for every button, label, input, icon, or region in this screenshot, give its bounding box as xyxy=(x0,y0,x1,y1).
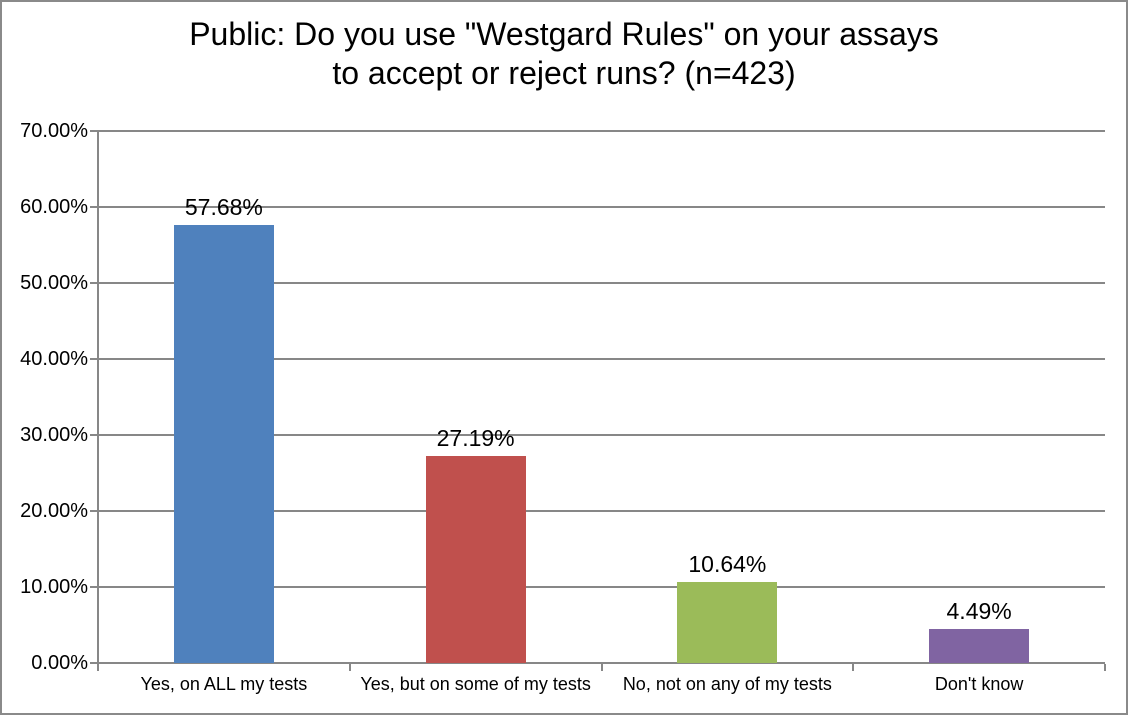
y-axis-tick xyxy=(90,510,98,512)
chart-title: Public: Do you use "Westgard Rules" on y… xyxy=(2,15,1126,93)
x-category-label: Yes, on ALL my tests xyxy=(140,674,308,694)
y-axis-tick xyxy=(90,586,98,588)
y-axis-tick xyxy=(90,434,98,436)
bar-1 xyxy=(173,224,274,663)
y-axis-tick xyxy=(90,206,98,208)
bar-value-label: 4.49% xyxy=(946,597,1012,624)
y-axis-tick-label: 0.00% xyxy=(31,652,88,674)
x-axis-tick xyxy=(852,664,855,671)
y-axis-tick-label: 60.00% xyxy=(20,196,88,218)
bar-value-label: 57.68% xyxy=(184,193,263,220)
y-axis-tick xyxy=(90,358,98,360)
y-gridline xyxy=(98,282,1105,284)
chart-title-line2: to accept or reject runs? (n=423) xyxy=(332,55,796,91)
bar-value-label: 27.19% xyxy=(436,425,515,452)
bar-2 xyxy=(425,456,526,663)
y-gridline xyxy=(98,358,1105,360)
y-gridline xyxy=(98,662,1105,664)
y-axis-tick xyxy=(90,130,98,132)
y-gridline xyxy=(98,130,1105,132)
y-axis-tick-label: 40.00% xyxy=(20,348,88,370)
x-axis-tick xyxy=(1104,664,1106,671)
y-axis-tick-label: 20.00% xyxy=(20,500,88,522)
x-category-label: Don't know xyxy=(934,674,1024,694)
x-axis-tick xyxy=(97,664,99,671)
x-category-label: No, not on any of my tests xyxy=(622,674,832,694)
x-category-label: Yes, but on some of my tests xyxy=(360,674,591,694)
y-axis-tick xyxy=(90,282,98,284)
y-axis-line xyxy=(97,130,99,664)
y-gridline xyxy=(98,586,1105,588)
y-gridline xyxy=(98,434,1105,436)
y-axis-tick-label: 50.00% xyxy=(20,272,88,294)
y-gridline xyxy=(98,510,1105,512)
y-axis-tick-label: 30.00% xyxy=(20,424,88,446)
bar-4 xyxy=(929,628,1030,663)
x-axis-tick xyxy=(600,664,603,671)
y-axis-tick-label: 70.00% xyxy=(20,120,88,142)
chart-title-line1: Public: Do you use "Westgard Rules" on y… xyxy=(189,16,939,52)
bar-3 xyxy=(677,582,778,663)
bar-value-label: 10.64% xyxy=(688,551,767,578)
x-axis-tick xyxy=(348,664,351,671)
y-axis-tick-label: 10.00% xyxy=(20,576,88,598)
y-gridline xyxy=(98,206,1105,208)
y-axis-tick xyxy=(90,662,98,664)
